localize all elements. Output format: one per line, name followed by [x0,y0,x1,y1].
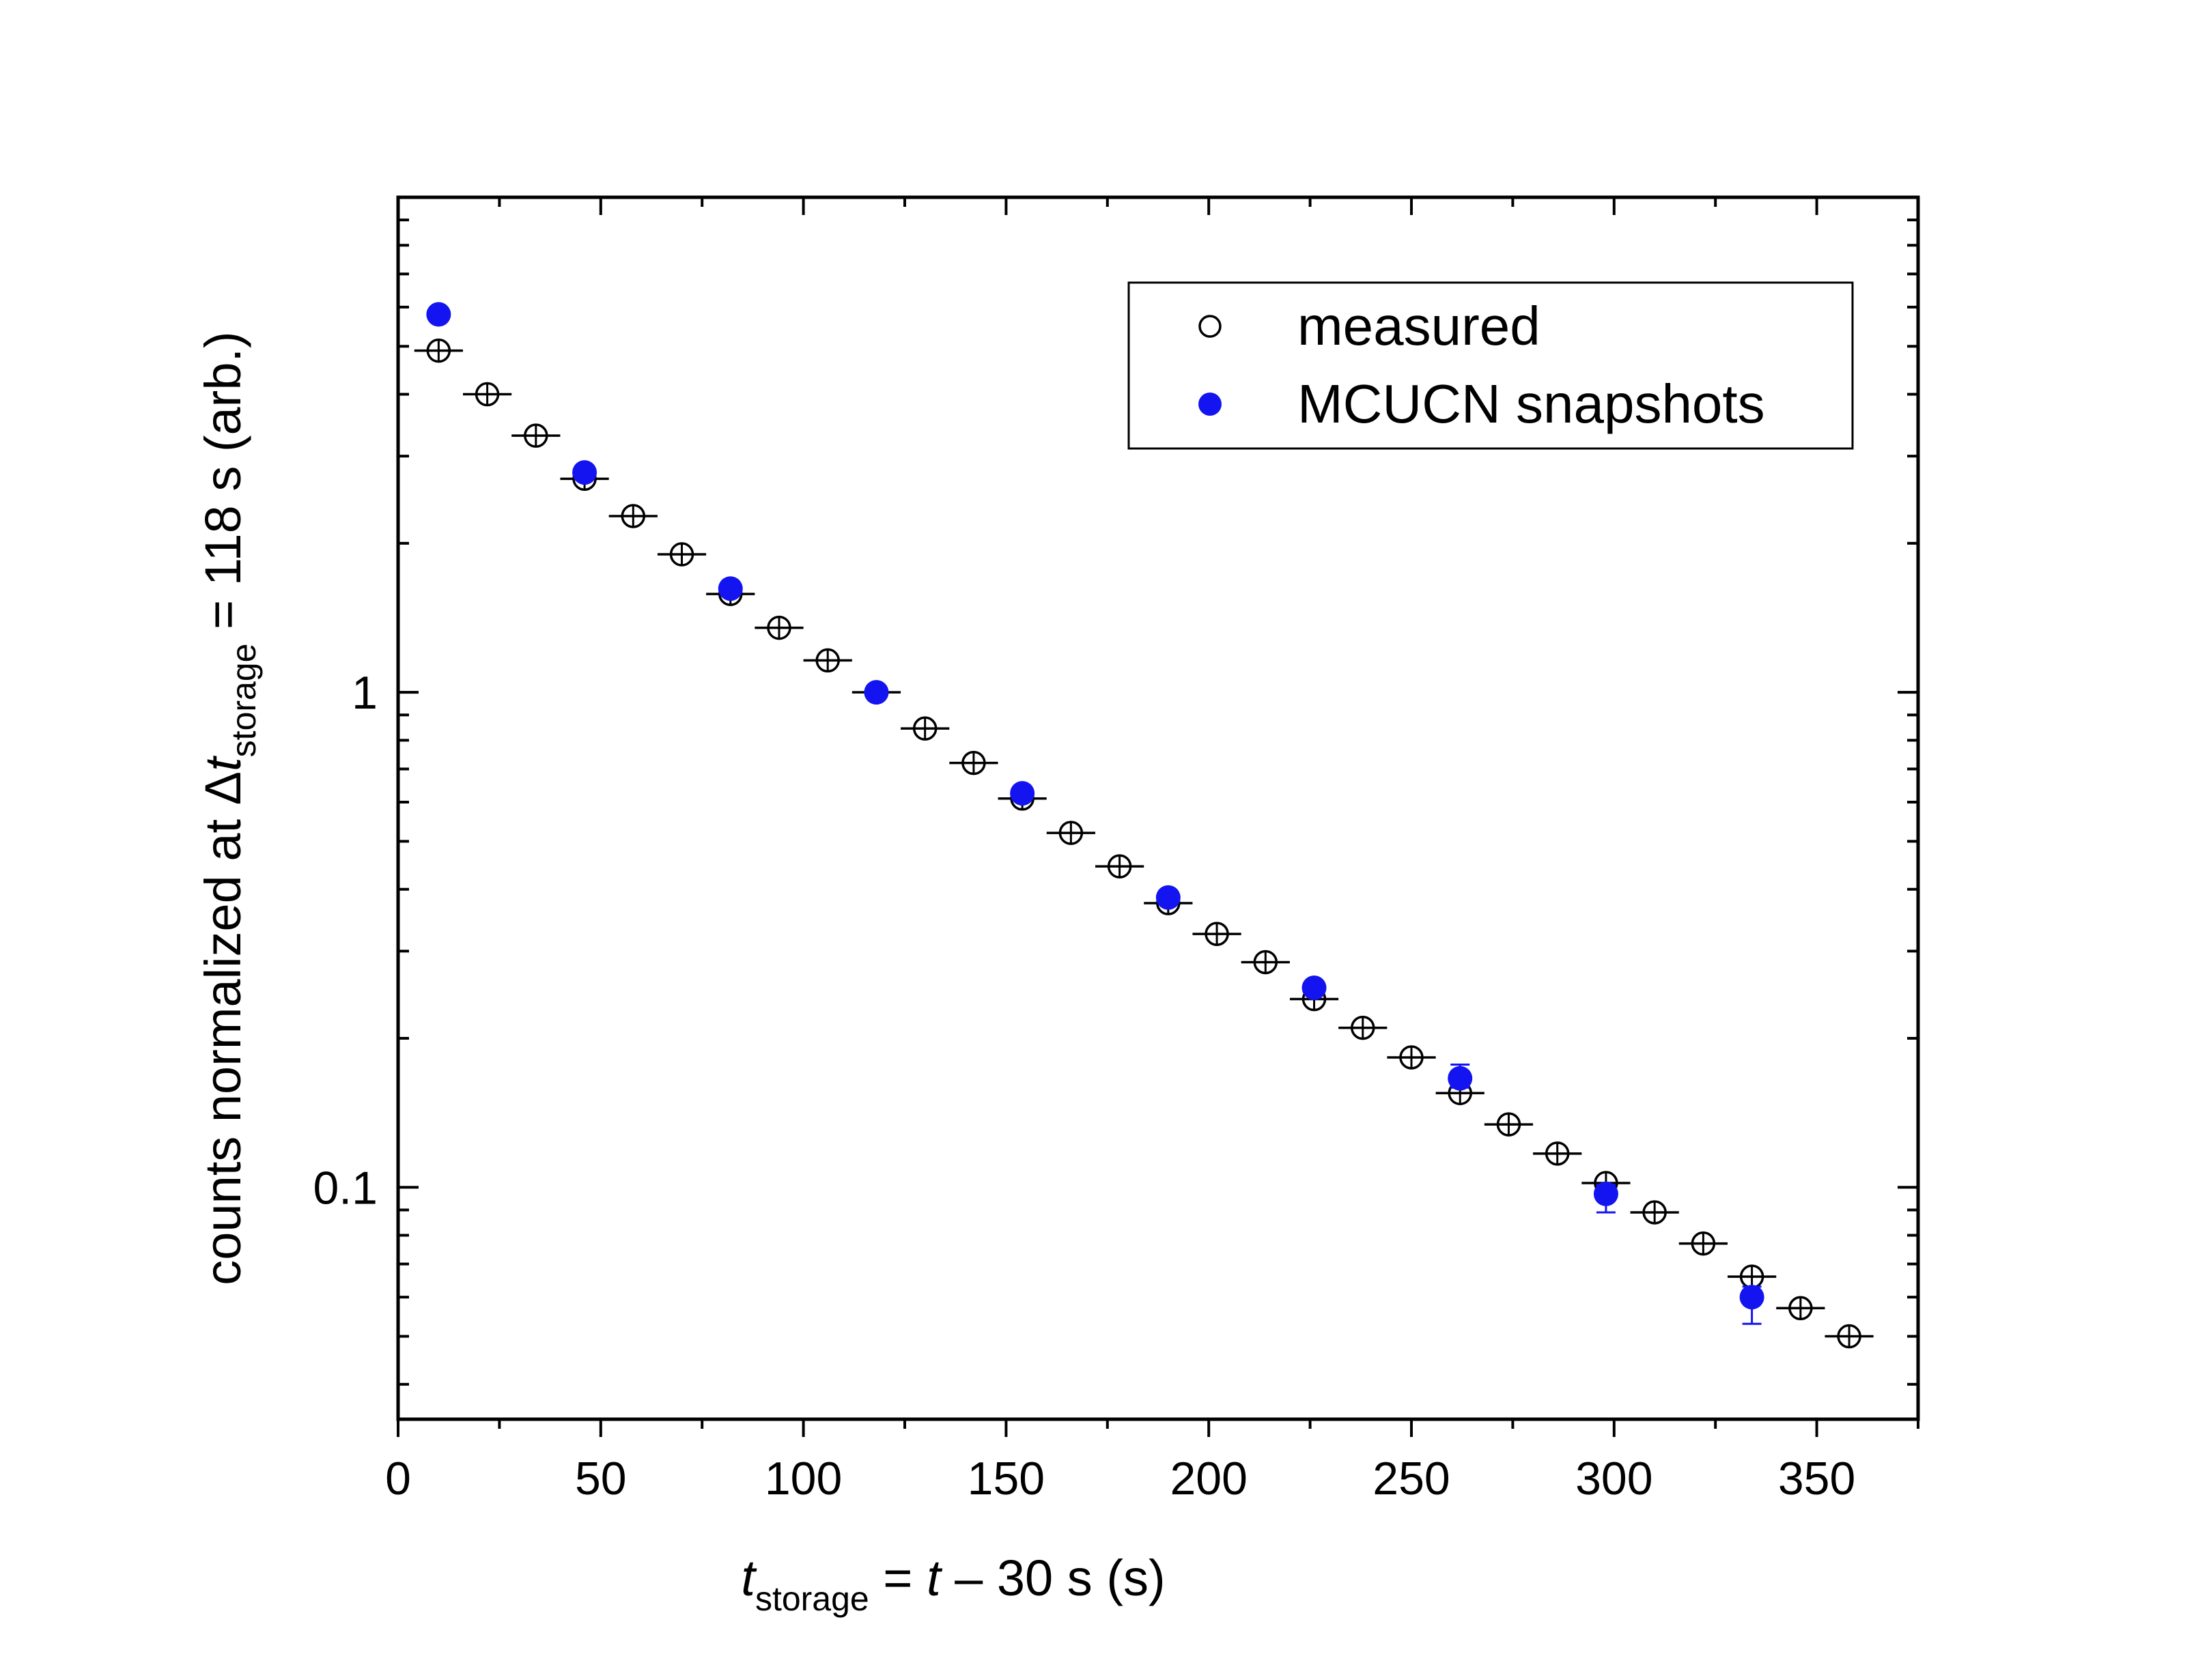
snapshot-marker [1010,781,1035,806]
measured-point [1484,1112,1534,1137]
x-axis-title: tstorage = t – 30 s (s) [741,1550,1165,1618]
snapshot-marker [426,302,451,327]
y-axis-title: counts normalized at Δtstorage = 118 s (… [195,331,263,1285]
snapshot-marker [864,680,889,705]
measured-point [657,542,707,567]
legend-measured-marker [1198,315,1222,338]
snapshot-point [1301,975,1327,1000]
snapshot-marker [1739,1285,1764,1310]
measured-point [414,338,463,363]
legend-snapshot-marker [1198,393,1222,416]
measured-point [462,382,512,407]
measured-marker [1642,1200,1667,1225]
measured-marker [621,504,646,528]
snapshot-point [1155,885,1181,910]
measured-marker [1837,1324,1861,1349]
measured-marker [1496,1112,1521,1137]
snapshot-point [1593,1181,1618,1214]
measured-point [1728,1264,1777,1289]
measured-marker [524,423,548,448]
snapshot-point [572,460,597,485]
measured-point [1241,950,1290,975]
measured-marker [475,382,500,407]
measured-marker [1399,1045,1424,1070]
snapshot-marker [1448,1066,1473,1091]
measured-point [1776,1296,1825,1321]
x-tick-label: 200 [1170,1453,1247,1505]
measured-marker [1788,1296,1813,1321]
x-tick-label: 0 [385,1453,411,1505]
snapshot-point [426,302,451,327]
measured-point [1533,1141,1582,1166]
measured-point [1678,1231,1728,1256]
axis-ticks [397,196,1919,1437]
measured-marker [426,338,451,363]
measured-series [414,338,1874,1349]
measured-marker [1107,854,1132,879]
snapshot-point [718,576,743,601]
measured-marker [961,750,986,775]
snapshot-series [426,302,1764,1325]
measured-marker [912,716,938,741]
measured-point [511,423,561,448]
measured-marker [1058,821,1084,845]
x-tick-label: 300 [1575,1453,1652,1505]
measured-point [1387,1045,1436,1070]
snapshot-point [864,680,889,705]
x-tick-label: 100 [765,1453,842,1505]
tick-labels: 0 50 100 150 200 250 300 350 0.1 1 [313,667,1855,1505]
measured-marker [1205,922,1229,946]
measured-marker [767,615,791,640]
measured-marker [1351,1015,1375,1040]
measured-point [1046,821,1095,845]
y-tick-label: 0.1 [313,1162,378,1214]
snapshot-point [1010,781,1035,806]
snapshot-marker [572,460,597,485]
measured-point [949,750,998,775]
measured-point [1192,922,1241,946]
measured-point [901,716,950,741]
snapshot-marker [1593,1181,1618,1206]
measured-point [755,615,804,640]
x-tick-label: 50 [575,1453,627,1505]
snapshot-marker [718,576,743,601]
legend: measured MCUCN snapshots [1127,281,1854,450]
snapshot-point [1739,1285,1764,1325]
measured-marker [1691,1231,1716,1256]
measured-point [1338,1015,1388,1040]
measured-point [1825,1324,1874,1349]
measured-point [1630,1200,1679,1225]
measured-marker [669,542,694,567]
measured-point [608,504,658,528]
x-tick-label: 150 [968,1453,1045,1505]
x-tick-label: 250 [1372,1453,1450,1505]
plot-frame [396,195,1920,1421]
legend-box [1127,281,1854,450]
snapshot-point [1448,1063,1473,1091]
snapshot-marker [1301,975,1327,1000]
measured-marker [1545,1141,1570,1166]
measured-marker [815,648,840,673]
legend-snapshot-label: MCUCN snapshots [1297,373,1765,434]
measured-point [803,648,852,673]
measured-point [1095,854,1144,879]
measured-marker [1253,950,1278,975]
snapshot-marker [1155,885,1181,910]
y-tick-label: 1 [352,667,378,719]
legend-measured-label: measured [1297,296,1540,356]
x-tick-label: 350 [1778,1453,1855,1505]
